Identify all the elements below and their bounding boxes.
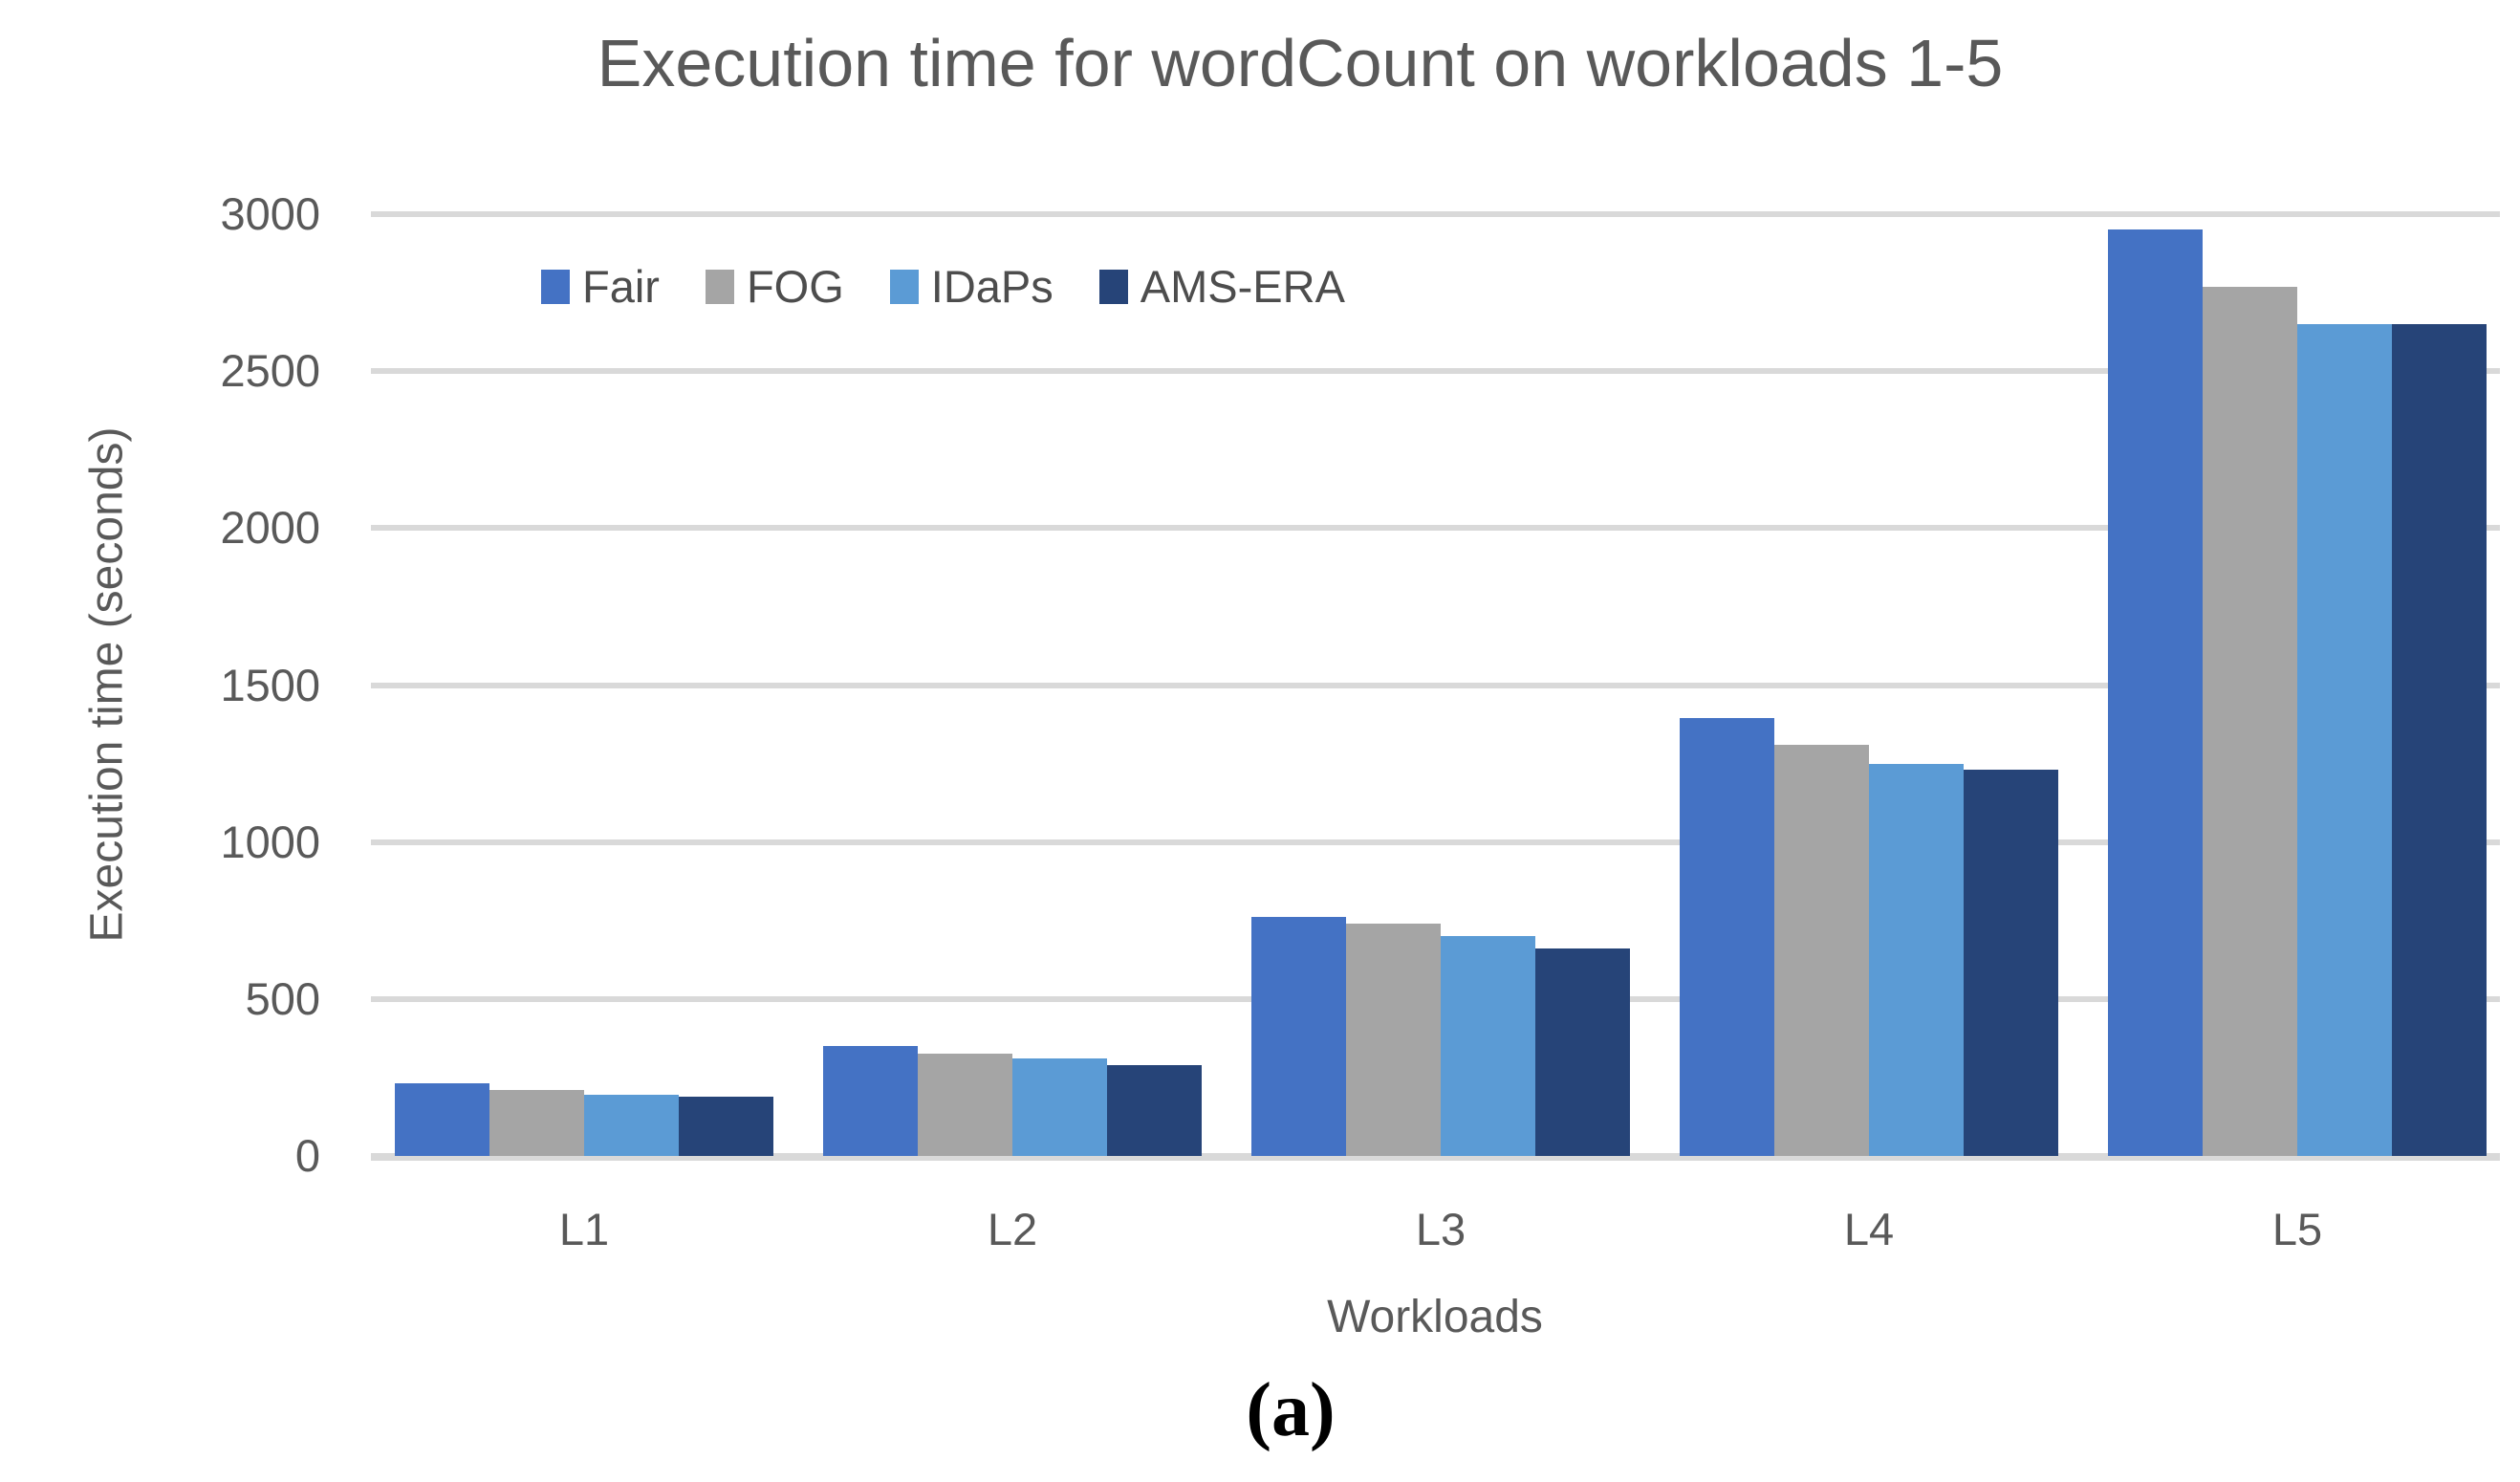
bar-fair-l3 xyxy=(1251,917,1346,1156)
legend-swatch-ams-era xyxy=(1098,269,1128,304)
bar-fog-l5 xyxy=(2203,286,2297,1156)
legend-swatch-idaps xyxy=(889,269,919,304)
x-axis-line xyxy=(371,1153,2500,1161)
x-axis-tick-label-l1: L1 xyxy=(558,1204,610,1254)
bar-fair-l2 xyxy=(823,1046,918,1156)
x-axis-tick-label-l4: L4 xyxy=(1843,1204,1895,1254)
y-axis-tick-label-0: 0 xyxy=(294,1130,320,1181)
legend-item-ams-era: AMS-ERA xyxy=(1098,260,1345,313)
y-axis-tick-label-3000: 3000 xyxy=(220,188,320,239)
bar-fog-l1 xyxy=(489,1090,584,1156)
bar-idaps-l2 xyxy=(1012,1058,1107,1156)
gridline-1000 xyxy=(371,839,2500,845)
gridline-2000 xyxy=(371,525,2500,532)
y-axis-tick-label-2000: 2000 xyxy=(220,502,320,554)
x-axis-tick-label-l3: L3 xyxy=(1415,1204,1466,1254)
bar-ams-era-l5 xyxy=(2392,323,2487,1156)
gridline-3000 xyxy=(371,211,2500,217)
bar-ams-era-l4 xyxy=(1964,770,2058,1156)
bar-fair-l5 xyxy=(2108,229,2203,1156)
bar-fair-l4 xyxy=(1680,717,1774,1156)
bar-fair-l1 xyxy=(395,1083,489,1156)
legend-swatch-fog xyxy=(705,269,734,304)
gridline-2500 xyxy=(371,368,2500,375)
bar-fog-l4 xyxy=(1774,744,1869,1156)
y-axis-tick-label-1500: 1500 xyxy=(220,659,320,710)
bar-ams-era-l1 xyxy=(679,1096,773,1156)
legend-label-fair: Fair xyxy=(582,261,660,312)
legend-swatch-fair xyxy=(541,269,570,304)
gridline-1500 xyxy=(371,682,2500,688)
bar-idaps-l5 xyxy=(2297,323,2392,1156)
bar-idaps-l1 xyxy=(584,1094,679,1156)
chart-title: Execution time for wordCount on workload… xyxy=(597,26,2004,100)
legend-item-fog: FOG xyxy=(705,260,844,313)
legend-label-ams-era: AMS-ERA xyxy=(1140,261,1345,312)
figure-caption: (a) xyxy=(1246,1368,1336,1452)
bar-fog-l3 xyxy=(1346,924,1441,1156)
legend-label-idaps: IDaPs xyxy=(930,261,1054,312)
x-axis-tick-label-l2: L2 xyxy=(987,1204,1038,1254)
y-axis-tick-label-1000: 1000 xyxy=(220,816,320,867)
legend-item-idaps: IDaPs xyxy=(889,260,1054,313)
y-axis-tick-label-2500: 2500 xyxy=(220,345,320,397)
legend: Fair FOG IDaPs AMS-ERA xyxy=(541,260,1345,313)
legend-label-fog: FOG xyxy=(746,261,844,312)
bar-ams-era-l2 xyxy=(1107,1064,1202,1156)
x-axis-title: Workloads xyxy=(1327,1292,1543,1342)
bar-fog-l2 xyxy=(918,1054,1012,1156)
y-axis-tick-label-500: 500 xyxy=(245,972,320,1024)
legend-item-fair: Fair xyxy=(541,260,660,313)
bar-idaps-l3 xyxy=(1441,936,1535,1156)
bar-ams-era-l3 xyxy=(1535,948,1630,1156)
x-axis-tick-label-l5: L5 xyxy=(2271,1204,2323,1254)
bar-idaps-l4 xyxy=(1869,763,1964,1156)
